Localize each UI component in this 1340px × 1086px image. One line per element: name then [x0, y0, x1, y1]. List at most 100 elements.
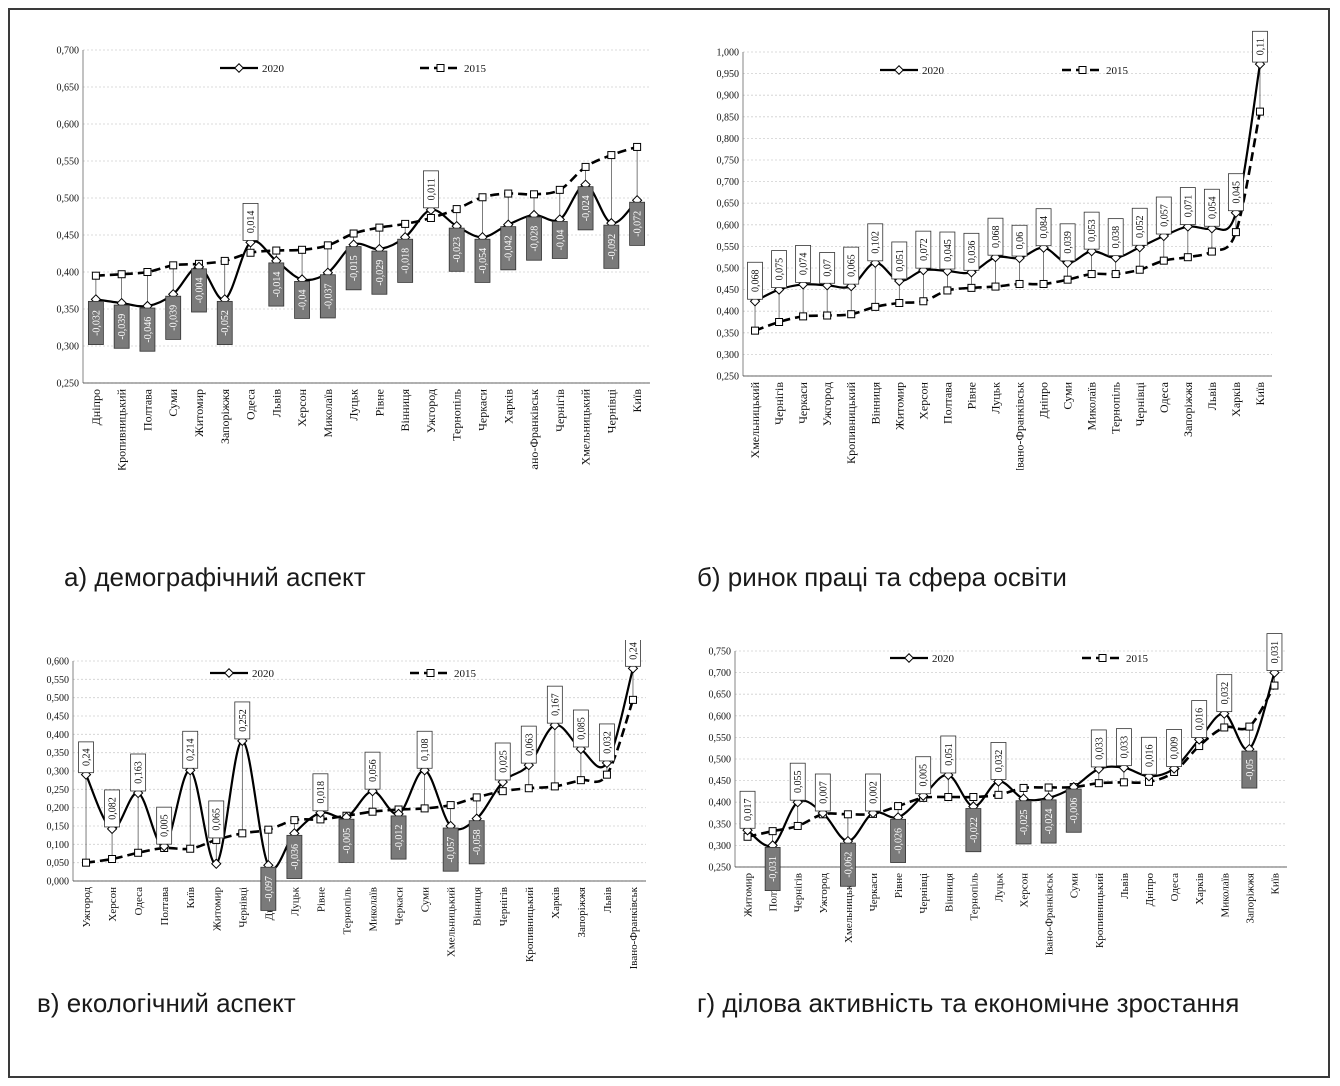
gap-label-box [87, 300, 104, 345]
marker-2015 [1019, 783, 1028, 792]
x-tick-label: Рівне [372, 389, 386, 416]
marker-2015 [1231, 228, 1240, 237]
gap-label: -0,052 [220, 310, 231, 336]
x-tick-label: Миколаїв [1085, 382, 1099, 431]
y-tick-label: 1,000 [717, 48, 740, 59]
gap-label-box [915, 756, 932, 795]
y-tick-label: 0,450 [709, 776, 732, 787]
x-tick-label: Харків [1194, 873, 1206, 905]
marker-2015 [1245, 722, 1254, 731]
y-tick-label: 0,600 [47, 657, 70, 668]
gap-label-box [191, 268, 207, 313]
marker-2015 [768, 827, 777, 836]
gap-label: -0,031 [768, 856, 779, 882]
x-tick-label: Кропивницький [1094, 873, 1106, 948]
gap-label-box [526, 216, 542, 261]
legend-marker-2015 [426, 669, 435, 677]
gap-label-box [819, 252, 836, 284]
gap-label-box [1141, 736, 1157, 775]
gap-label: -0,046 [143, 317, 154, 343]
gap-label-box [104, 789, 120, 828]
marker-2015 [530, 190, 539, 199]
gap-label-box [371, 250, 388, 295]
x-tick-label: Запоріжжя [1244, 873, 1256, 923]
gap-label-box [216, 300, 233, 345]
gap-label-box [1131, 207, 1148, 246]
gap-label-box [1116, 728, 1132, 767]
gap-label-box [208, 800, 225, 839]
marker-2015 [775, 318, 784, 326]
x-tick-label: Житомир [743, 873, 755, 918]
gap-label-box [139, 307, 156, 352]
marker-2015 [607, 151, 616, 160]
gap-label-box [260, 866, 277, 911]
gap-label-box [397, 238, 414, 283]
marker-2015 [446, 801, 455, 810]
x-tick-label: Суми [1069, 873, 1081, 898]
series-line-2020 [95, 183, 638, 308]
x-tick-label: Дніпро [1144, 873, 1156, 907]
x-tick-label: Дніпро [89, 389, 103, 425]
x-tick-label: Луцьк [988, 382, 1002, 414]
y-tick-label: 0,950 [717, 69, 740, 80]
gap-label-box [789, 762, 806, 801]
y-tick-label: 0,150 [47, 822, 70, 833]
gap-label: 0,163 [134, 761, 145, 784]
marker-2015 [143, 268, 152, 276]
x-tick-label: Херсон [1019, 873, 1031, 908]
gap-label-box [1228, 173, 1244, 212]
gap-label-box [448, 227, 465, 272]
gap-label-box [520, 725, 537, 764]
legend-label-2015: 2015 [1106, 65, 1129, 77]
gap-label: -0,05 [1245, 759, 1256, 780]
marker-2015 [894, 802, 903, 811]
gap-label-box [939, 231, 956, 270]
x-tick-label: Івано-Франківськ [1013, 382, 1027, 470]
marker-2015 [1111, 270, 1120, 279]
gap-label: -0,014 [272, 272, 283, 298]
y-tick-label: 0,400 [47, 730, 70, 741]
gap-label-box [268, 262, 285, 307]
y-tick-label: 0,250 [717, 372, 740, 383]
gap-label-box [1203, 188, 1220, 227]
gap-label-box [345, 246, 362, 291]
gap-label-box [915, 230, 932, 269]
chart-labor-market: 0,250 0,300 0,350 0,400 0,450 0,500 0,550 0,600… [717, 30, 1272, 470]
y-tick-label: 0,750 [717, 156, 740, 167]
gap-label-box [1107, 218, 1124, 257]
gap-label: -0,039 [169, 305, 180, 331]
x-tick-label: Чернігів [498, 887, 510, 926]
gap-label-box [242, 202, 259, 241]
x-tick-label: Чернігів [793, 873, 805, 912]
gap-label: -0,032 [91, 310, 102, 336]
marker-2015 [994, 790, 1003, 799]
y-tick-label: 0,500 [57, 194, 80, 205]
gap-label-box [390, 815, 407, 860]
gap-label: 0,045 [943, 239, 954, 261]
marker-2015 [472, 793, 481, 802]
gap-label-box [599, 723, 615, 762]
gap-label-box [286, 834, 303, 879]
legend-label-2020: 2020 [932, 653, 955, 665]
gap-label: 0,052 [1135, 216, 1146, 239]
marker-2015 [1044, 783, 1053, 792]
caption-c: в) екологічний аспект [37, 988, 296, 1018]
gap-label-box [1083, 211, 1100, 250]
x-tick-label: Чернівці [604, 388, 618, 433]
x-tick-label: Кропивницький [115, 388, 129, 470]
y-tick-label: 0,550 [47, 675, 70, 686]
gap-label: 0,082 [108, 797, 119, 820]
gap-label-box [867, 223, 884, 262]
x-tick-label: Кропивницький [844, 381, 858, 464]
marker-2015 [943, 286, 952, 295]
y-tick-label: 0,300 [57, 342, 80, 353]
legend-label-2015: 2015 [1126, 653, 1149, 665]
x-tick-label: Запоріжжя [218, 389, 232, 445]
marker-2015 [401, 219, 410, 228]
gap-label: 0,036 [967, 241, 978, 264]
y-tick-label: 0,550 [709, 733, 732, 744]
marker-2015 [452, 205, 461, 214]
x-tick-label: Львів [1205, 382, 1219, 411]
y-tick-label: 0,250 [57, 379, 80, 390]
legend-marker-2015 [436, 64, 445, 72]
